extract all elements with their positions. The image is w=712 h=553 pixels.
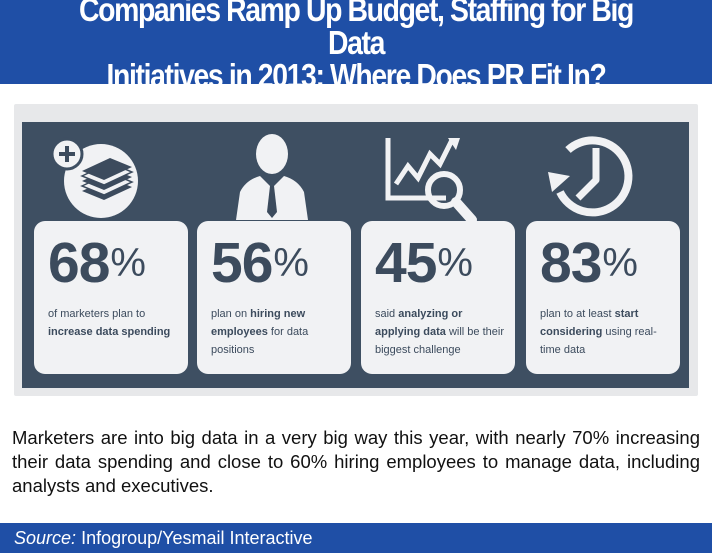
header-banner: Companies Ramp Up Budget, Staffing for B…	[0, 0, 712, 92]
clock-arrow-icon	[548, 136, 633, 217]
stat-value: 45%	[375, 231, 473, 295]
stat-value: 68%	[48, 231, 146, 295]
percent-sign: %	[602, 241, 638, 285]
stat-description: said analyzing or applying data will be …	[375, 308, 504, 356]
stat-card-challenge: 45% said analyzing or applying data will…	[361, 221, 515, 374]
stat-card-real-time: 83% plan to at least start considering u…	[526, 221, 680, 374]
page-title: Companies Ramp Up Budget, Staffing for B…	[79, 0, 634, 94]
stat-value: 83%	[540, 231, 638, 295]
stat-card-marketers-spending: 68% of marketers plan to increase data s…	[34, 221, 188, 374]
stat-value: 56%	[211, 231, 309, 295]
stat-description: plan to at least start considering using…	[540, 308, 657, 356]
stat-card-hiring: 56% plan on hiring new employees for dat…	[197, 221, 351, 374]
percent-sign: %	[273, 241, 309, 285]
businessman-icon	[236, 134, 308, 220]
chart-magnifier-icon	[385, 138, 477, 225]
stat-description: of marketers plan to increase data spend…	[48, 308, 171, 338]
percent-sign: %	[437, 241, 473, 285]
source-footer: Source: Infogroup/Yesmail Interactive	[0, 523, 712, 553]
stat-description: plan on hiring new employees for data po…	[211, 308, 309, 356]
source-name: Infogroup/Yesmail Interactive	[81, 528, 313, 548]
source-label: Source:	[14, 528, 77, 548]
money-stack-icon	[52, 137, 138, 218]
percent-sign: %	[110, 241, 146, 285]
caption-text: Marketers are into big data in a very bi…	[12, 427, 700, 496]
